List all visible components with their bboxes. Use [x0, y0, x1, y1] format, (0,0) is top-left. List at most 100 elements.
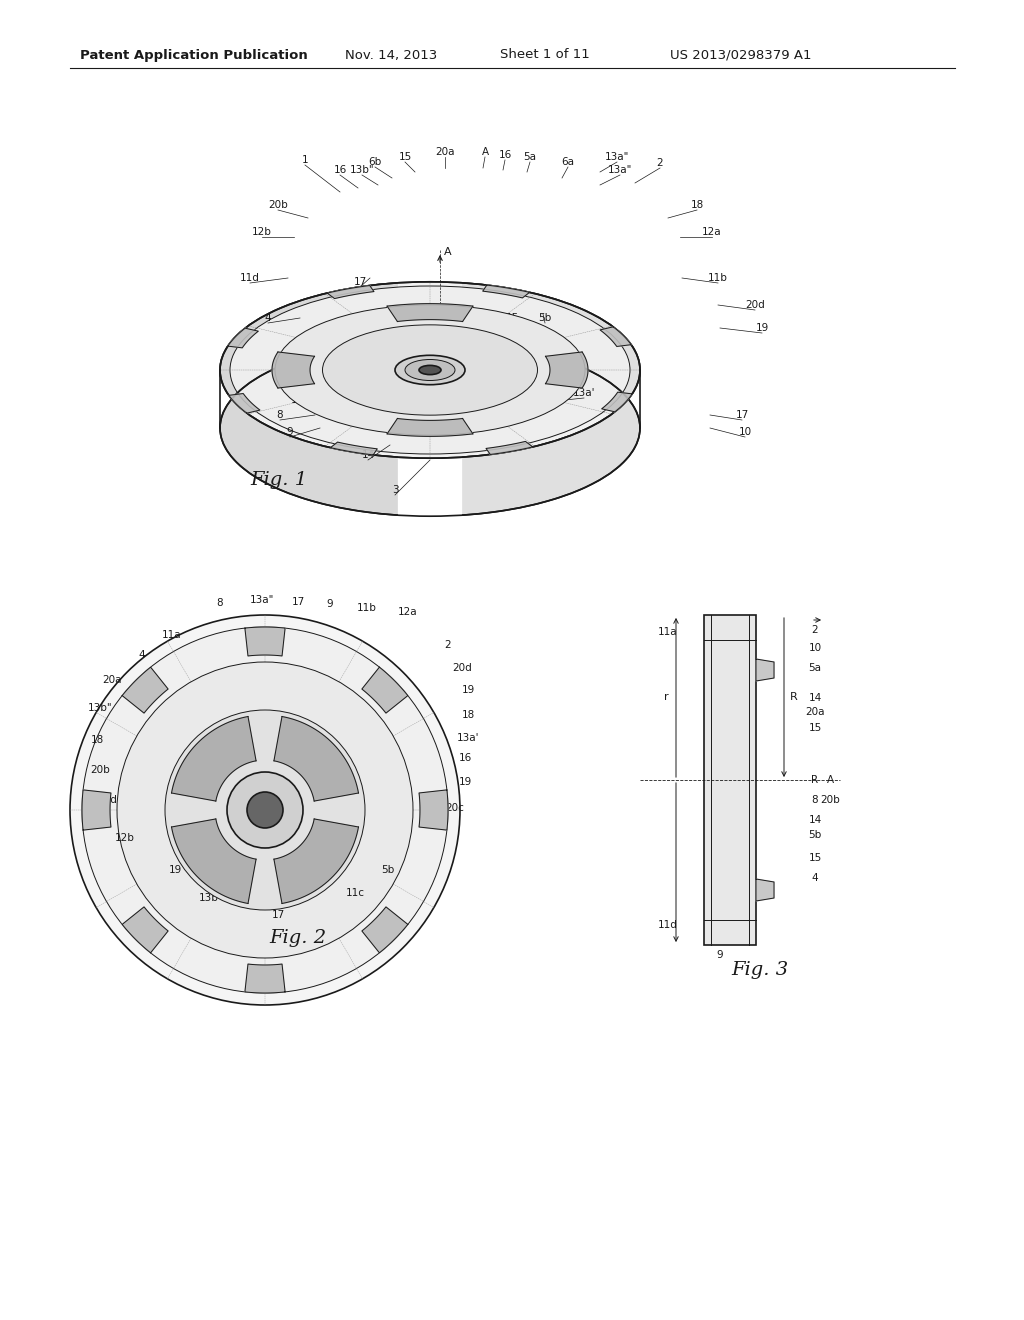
- Polygon shape: [227, 329, 258, 348]
- Text: 18: 18: [690, 201, 703, 210]
- Text: 3: 3: [392, 484, 398, 495]
- Polygon shape: [756, 879, 774, 902]
- Polygon shape: [387, 418, 473, 437]
- Polygon shape: [546, 352, 588, 388]
- Polygon shape: [482, 285, 529, 298]
- Text: 5b: 5b: [539, 313, 552, 323]
- Text: 20b: 20b: [90, 766, 110, 775]
- Text: 9: 9: [327, 599, 334, 609]
- Text: 18: 18: [90, 735, 103, 744]
- Text: 19: 19: [459, 777, 472, 787]
- Ellipse shape: [323, 325, 538, 416]
- Text: 5b: 5b: [808, 830, 821, 840]
- Text: 16: 16: [459, 752, 472, 763]
- Polygon shape: [245, 964, 285, 993]
- Polygon shape: [387, 304, 473, 322]
- Text: 17: 17: [735, 411, 749, 420]
- Text: 5b: 5b: [381, 865, 394, 875]
- Text: 6a: 6a: [561, 157, 574, 168]
- Text: 12b: 12b: [115, 833, 135, 843]
- Text: r: r: [664, 693, 669, 702]
- Text: 20c: 20c: [539, 383, 557, 393]
- Polygon shape: [220, 282, 397, 515]
- Polygon shape: [274, 717, 358, 801]
- Polygon shape: [331, 442, 377, 455]
- Text: 13a": 13a": [605, 152, 629, 162]
- Text: Sheet 1 of 11: Sheet 1 of 11: [500, 49, 590, 62]
- Ellipse shape: [220, 281, 640, 458]
- Text: 14: 14: [808, 814, 821, 825]
- Text: 20a: 20a: [435, 147, 455, 157]
- Text: 6b: 6b: [369, 157, 382, 168]
- Text: 11d: 11d: [658, 920, 678, 931]
- Polygon shape: [419, 789, 449, 830]
- Polygon shape: [328, 285, 374, 298]
- Circle shape: [247, 792, 283, 828]
- Text: 19: 19: [348, 380, 361, 389]
- Text: 11c: 11c: [473, 375, 493, 385]
- Text: 1: 1: [302, 154, 308, 165]
- Text: 4: 4: [812, 873, 818, 883]
- Text: 20d: 20d: [745, 300, 765, 310]
- Text: A: A: [826, 775, 834, 785]
- Text: 10: 10: [808, 643, 821, 653]
- Text: Fig. 3: Fig. 3: [731, 961, 788, 979]
- Text: 16: 16: [499, 150, 512, 160]
- Text: 19: 19: [756, 323, 769, 333]
- Text: 11a: 11a: [658, 627, 678, 638]
- Polygon shape: [272, 352, 314, 388]
- Text: Nov. 14, 2013: Nov. 14, 2013: [345, 49, 437, 62]
- Circle shape: [82, 627, 449, 993]
- Text: 10: 10: [738, 426, 752, 437]
- Text: 20b: 20b: [820, 795, 840, 805]
- Text: 13b": 13b": [349, 165, 375, 176]
- Text: 9: 9: [717, 950, 723, 960]
- Text: 13a": 13a": [608, 165, 632, 176]
- Text: 20a: 20a: [805, 708, 824, 717]
- Polygon shape: [756, 659, 774, 681]
- Text: 13b': 13b': [199, 894, 221, 903]
- Circle shape: [165, 710, 365, 909]
- Text: 8: 8: [812, 795, 818, 805]
- Polygon shape: [228, 393, 260, 413]
- Text: 15: 15: [808, 853, 821, 863]
- Text: W: W: [300, 873, 310, 883]
- Circle shape: [227, 772, 303, 847]
- Text: 14: 14: [388, 313, 401, 323]
- Text: 11d: 11d: [240, 273, 260, 282]
- FancyBboxPatch shape: [705, 615, 756, 945]
- Text: 13b": 13b": [88, 704, 113, 713]
- Text: R': R': [359, 374, 371, 383]
- Text: 11c: 11c: [345, 888, 365, 898]
- Ellipse shape: [419, 366, 441, 375]
- Text: 15: 15: [506, 313, 518, 323]
- Circle shape: [70, 615, 460, 1005]
- Polygon shape: [274, 818, 358, 903]
- Ellipse shape: [406, 359, 455, 380]
- Polygon shape: [245, 627, 285, 656]
- Text: R: R: [811, 775, 818, 785]
- Text: 16: 16: [334, 165, 347, 176]
- Text: 20d: 20d: [453, 663, 472, 673]
- Text: 12b: 12b: [252, 227, 272, 238]
- Polygon shape: [361, 907, 408, 953]
- Text: Patent Application Publication: Patent Application Publication: [80, 49, 308, 62]
- Text: 7: 7: [469, 313, 475, 323]
- Polygon shape: [602, 392, 632, 412]
- Polygon shape: [122, 907, 168, 953]
- Text: 17: 17: [271, 909, 285, 920]
- Text: 2: 2: [812, 624, 818, 635]
- Text: 18: 18: [462, 710, 475, 719]
- Polygon shape: [600, 327, 631, 346]
- Text: 14: 14: [808, 693, 821, 704]
- Polygon shape: [172, 717, 256, 801]
- Polygon shape: [361, 667, 408, 713]
- Text: 4: 4: [138, 649, 145, 660]
- Text: 18: 18: [348, 315, 361, 325]
- Text: 2: 2: [444, 640, 452, 649]
- Text: 19: 19: [168, 865, 181, 875]
- Text: 11b: 11b: [708, 273, 728, 282]
- Text: 12a: 12a: [398, 607, 418, 616]
- Text: R: R: [791, 693, 798, 702]
- Text: 15: 15: [398, 152, 412, 162]
